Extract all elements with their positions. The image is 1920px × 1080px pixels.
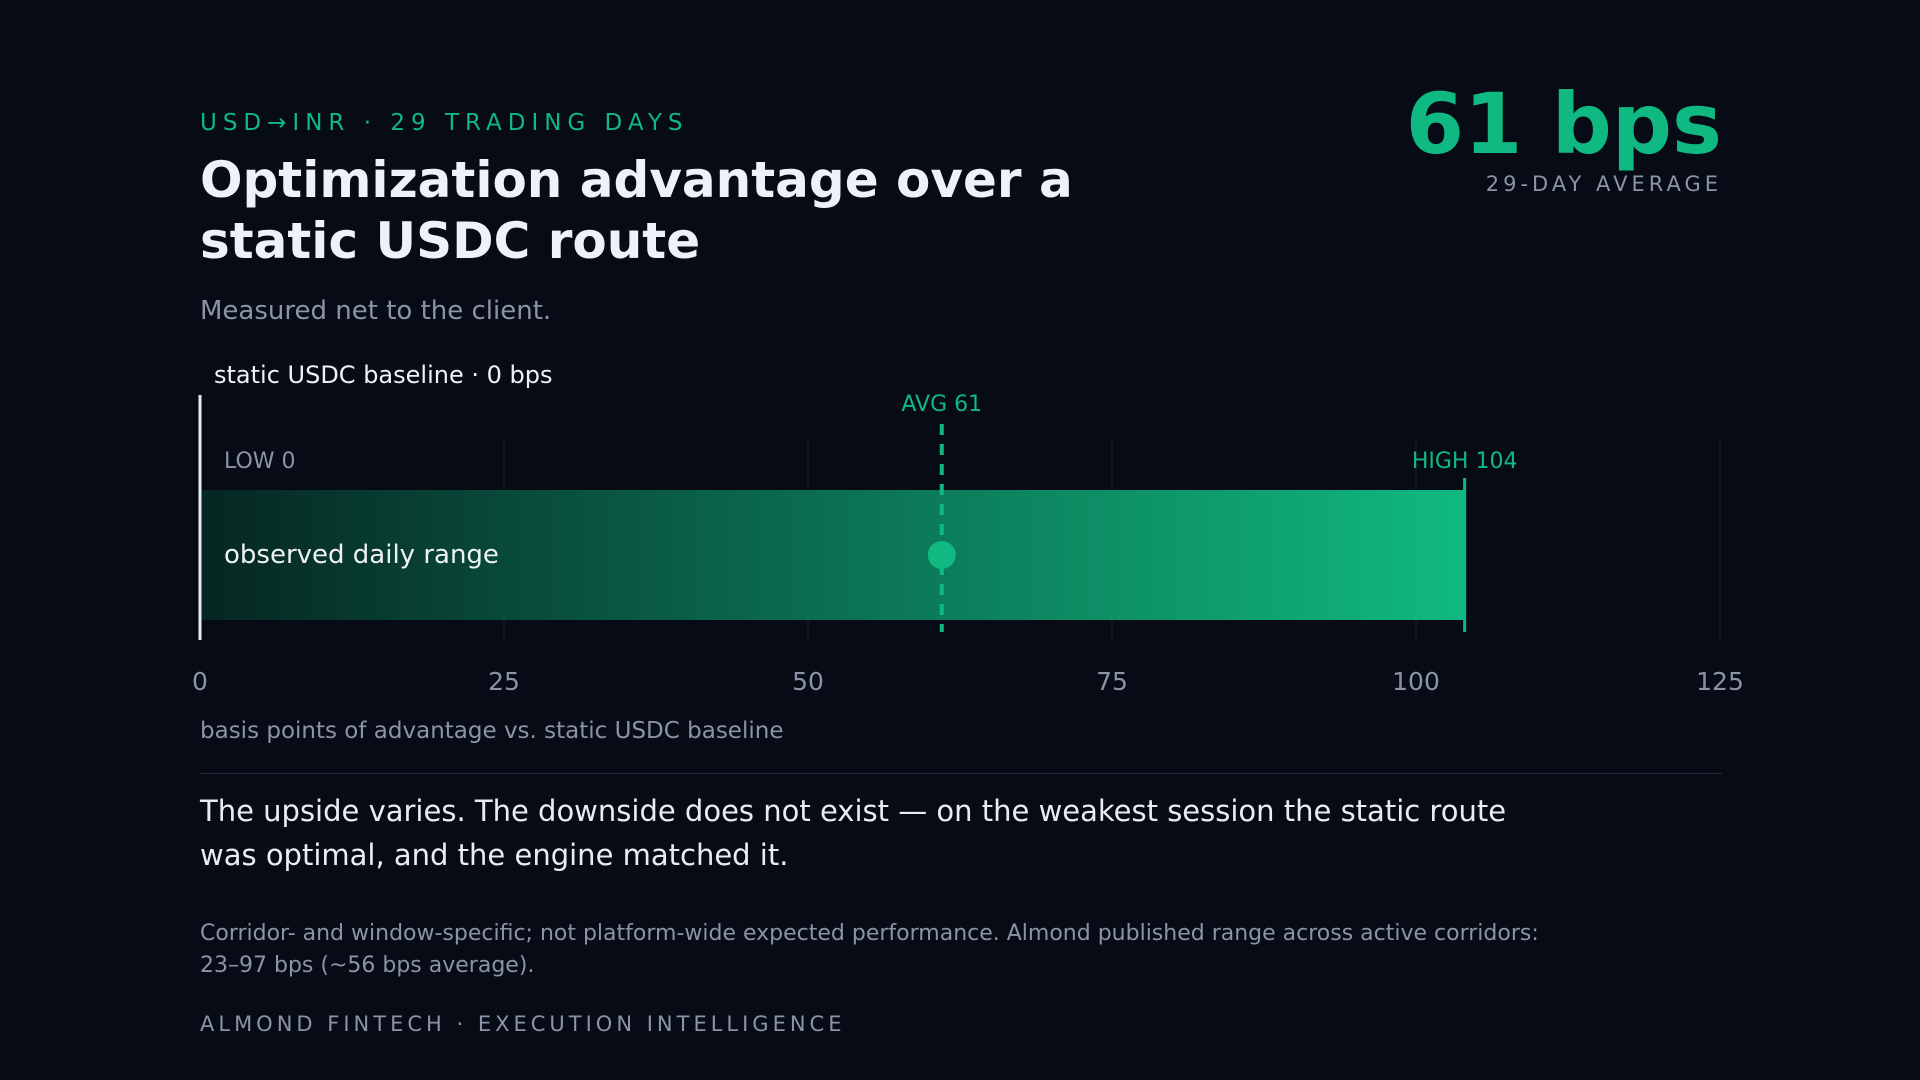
- baseline-label: static USDC baseline · 0 bps: [214, 361, 552, 389]
- eyebrow-label: USD→INR · 29 TRADING DAYS: [200, 110, 689, 136]
- low-label: LOW 0: [224, 449, 296, 474]
- x-axis-title: basis points of advantage vs. static USD…: [200, 718, 784, 744]
- range-bar: [200, 490, 1465, 620]
- average-marker: [927, 541, 956, 569]
- footnote: Corridor- and window-specific; not platf…: [200, 921, 1539, 978]
- bar-label: observed daily range: [224, 540, 499, 570]
- x-tick-label: 75: [1096, 667, 1128, 696]
- page-title: Optimization advantage over a static USD…: [200, 151, 1073, 270]
- x-tick-label: 100: [1392, 667, 1440, 696]
- x-tick-label: 50: [792, 667, 824, 696]
- x-tick-label: 125: [1696, 667, 1744, 696]
- footer-brand: ALMOND FINTECH · EXECUTION INTELLIGENCE: [200, 1012, 846, 1036]
- kpi-value: 61 bps: [1405, 75, 1722, 173]
- x-tick-label: 0: [192, 667, 208, 696]
- x-tick-label: 25: [488, 667, 520, 696]
- average-label: AVG 61: [901, 392, 982, 417]
- page-subtitle: Measured net to the client.: [200, 296, 552, 326]
- range-chart: static USDC baseline · 0 bps HIGH 104 LO…: [192, 361, 1744, 696]
- divider: [200, 773, 1722, 774]
- takeaway-text: The upside varies. The downside does not…: [200, 794, 1507, 872]
- high-label: HIGH 104: [1412, 449, 1518, 474]
- kpi-label: 29-DAY AVERAGE: [1485, 172, 1722, 196]
